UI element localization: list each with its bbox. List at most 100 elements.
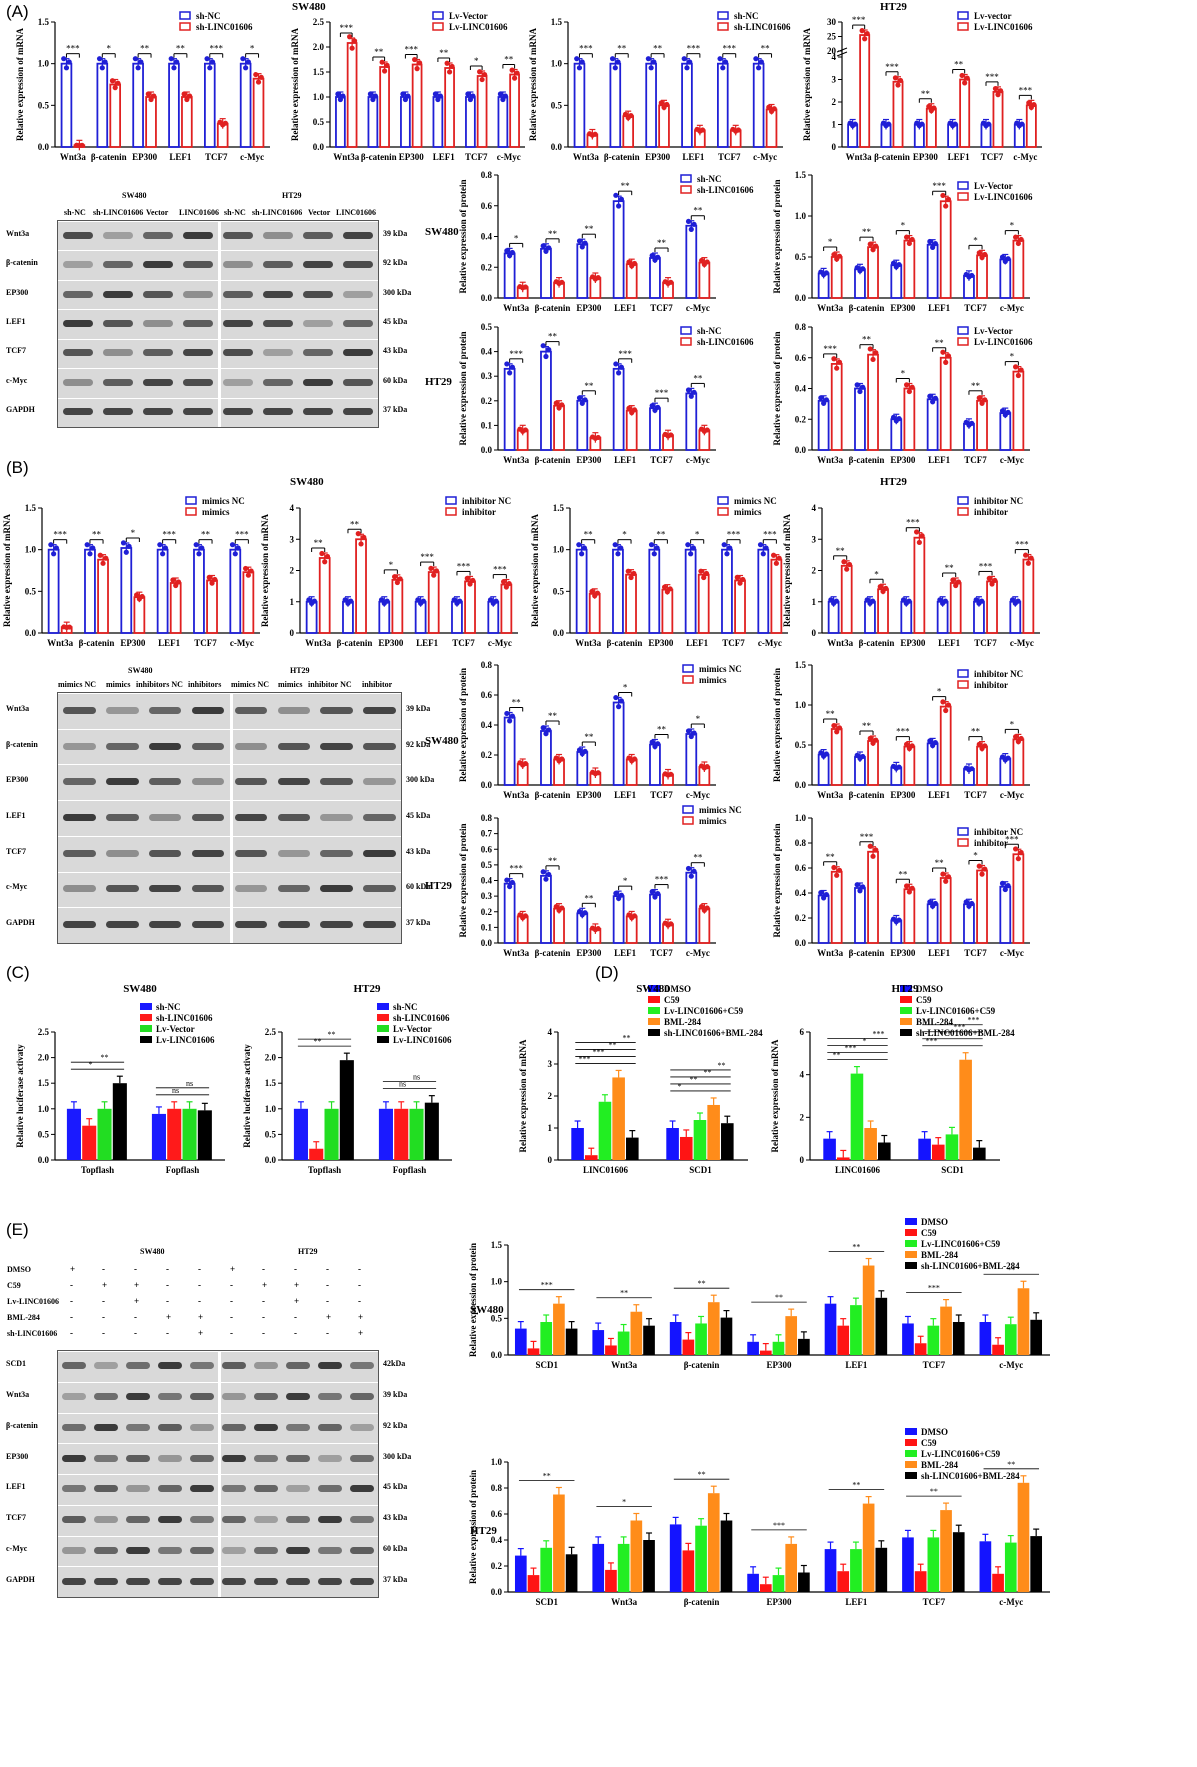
data-point bbox=[685, 542, 691, 548]
y-tick-label: 1.0 bbox=[795, 813, 807, 823]
data-point bbox=[509, 879, 516, 886]
blot-band bbox=[93, 1546, 119, 1554]
y-tick-label: 0.5 bbox=[481, 322, 493, 332]
bar bbox=[798, 1572, 810, 1592]
bar bbox=[747, 1573, 759, 1592]
sig-label: *** bbox=[932, 181, 946, 191]
data-point bbox=[506, 580, 512, 587]
bar bbox=[992, 1573, 1004, 1592]
bar bbox=[679, 1136, 693, 1160]
data-point bbox=[348, 598, 354, 604]
legend-label: BML-284 bbox=[921, 1250, 958, 1260]
x-tick-label: Topflash bbox=[81, 1165, 114, 1175]
y-tick-label: 0.0 bbox=[481, 293, 493, 303]
blot-protein-label: LEF1 bbox=[6, 1482, 26, 1492]
y-tick-label: 0.0 bbox=[313, 142, 325, 152]
y-tick-label: 0.2 bbox=[481, 262, 493, 272]
y-tick-label: 0 bbox=[548, 1155, 553, 1165]
legend-swatch bbox=[957, 192, 969, 201]
x-tick-label: Wnt3a bbox=[817, 948, 844, 958]
data-point bbox=[540, 243, 546, 249]
data-point bbox=[500, 579, 507, 585]
y-axis-label: Relative expression of protein bbox=[458, 668, 468, 782]
sig-label: *** bbox=[906, 518, 920, 528]
y-tick-label: 0.5 bbox=[38, 100, 50, 110]
data-point bbox=[950, 577, 956, 583]
sig-label: ** bbox=[898, 869, 908, 879]
sig-label: *** bbox=[53, 530, 67, 540]
data-point bbox=[654, 545, 660, 551]
data-point bbox=[397, 576, 403, 582]
bar bbox=[339, 1060, 354, 1160]
x-tick-label: TCF7 bbox=[964, 948, 987, 958]
data-point bbox=[1012, 234, 1019, 240]
data-point bbox=[612, 65, 618, 71]
x-tick-label: Wnt3a bbox=[611, 1597, 638, 1607]
treatment-sign: - bbox=[262, 1328, 265, 1338]
blot-band bbox=[222, 261, 254, 269]
data-point bbox=[232, 551, 238, 557]
x-tick-label: Wnt3a bbox=[305, 638, 332, 648]
data-point bbox=[347, 34, 353, 40]
blot-band bbox=[61, 1454, 87, 1462]
data-point bbox=[258, 74, 264, 80]
sig-label: *** bbox=[926, 1037, 938, 1046]
x-tick-label: β-catenin bbox=[535, 455, 571, 465]
sig-label: * bbox=[678, 1082, 682, 1091]
x-tick-label: EP300 bbox=[120, 638, 146, 648]
bar bbox=[959, 1059, 972, 1160]
blot-protein-label: EP300 bbox=[6, 287, 29, 297]
data-point bbox=[540, 869, 546, 875]
legend-swatch bbox=[957, 680, 969, 689]
legend-label: DMSO bbox=[664, 984, 691, 994]
y-tick-label: 0.5 bbox=[795, 740, 807, 750]
blot-band bbox=[221, 1454, 247, 1462]
data-point bbox=[831, 723, 837, 729]
blot-band bbox=[63, 885, 96, 893]
blot-band bbox=[342, 261, 374, 269]
legend-label: Lv-Vector bbox=[156, 1024, 195, 1034]
sig-label: ns bbox=[186, 1079, 193, 1088]
data-point bbox=[903, 234, 910, 240]
x-tick-label: β-catenin bbox=[849, 303, 885, 313]
data-point bbox=[1012, 846, 1019, 852]
blot-band bbox=[148, 778, 182, 786]
bar bbox=[1030, 1319, 1043, 1355]
data-point bbox=[963, 899, 969, 905]
data-point bbox=[358, 541, 364, 547]
data-point bbox=[613, 361, 619, 367]
treatment-sign: - bbox=[166, 1296, 169, 1306]
blot-b-lane-5: mimics NC bbox=[231, 680, 269, 689]
data-point bbox=[199, 545, 205, 551]
legend-label: mimics bbox=[699, 816, 727, 826]
legend-swatch bbox=[717, 507, 729, 516]
blot-protein-label: c-Myc bbox=[6, 375, 28, 385]
blot-band bbox=[285, 1546, 311, 1554]
y-tick-label: 0.8 bbox=[795, 322, 807, 332]
data-point bbox=[651, 59, 657, 65]
data-point bbox=[543, 248, 549, 254]
legend-swatch bbox=[445, 507, 457, 516]
blot-band bbox=[182, 320, 214, 327]
data-point bbox=[379, 59, 385, 65]
data-point bbox=[704, 905, 710, 911]
data-point bbox=[897, 77, 904, 84]
blot-protein-label: LEF1 bbox=[6, 811, 26, 820]
y-tick-label: 2.5 bbox=[38, 1027, 50, 1037]
data-point bbox=[943, 878, 949, 884]
sig-label: * bbox=[250, 44, 255, 54]
x-tick-label: TCF7 bbox=[923, 1597, 946, 1607]
bar bbox=[649, 893, 661, 944]
data-point bbox=[992, 85, 999, 92]
blot-kda-label: 92 kDa bbox=[383, 1420, 408, 1430]
sig-label: ** bbox=[690, 1075, 698, 1084]
bar bbox=[685, 733, 698, 786]
data-point bbox=[437, 93, 443, 99]
data-point bbox=[969, 900, 975, 907]
section-b-sw-title: SW480 bbox=[290, 476, 324, 488]
blot-band bbox=[285, 1423, 311, 1431]
x-tick-label: LEF1 bbox=[614, 303, 637, 313]
blot-a-lane-6: sh-LINC01606 bbox=[252, 208, 303, 217]
legend-label: sh-LINC01606 bbox=[393, 1013, 450, 1023]
